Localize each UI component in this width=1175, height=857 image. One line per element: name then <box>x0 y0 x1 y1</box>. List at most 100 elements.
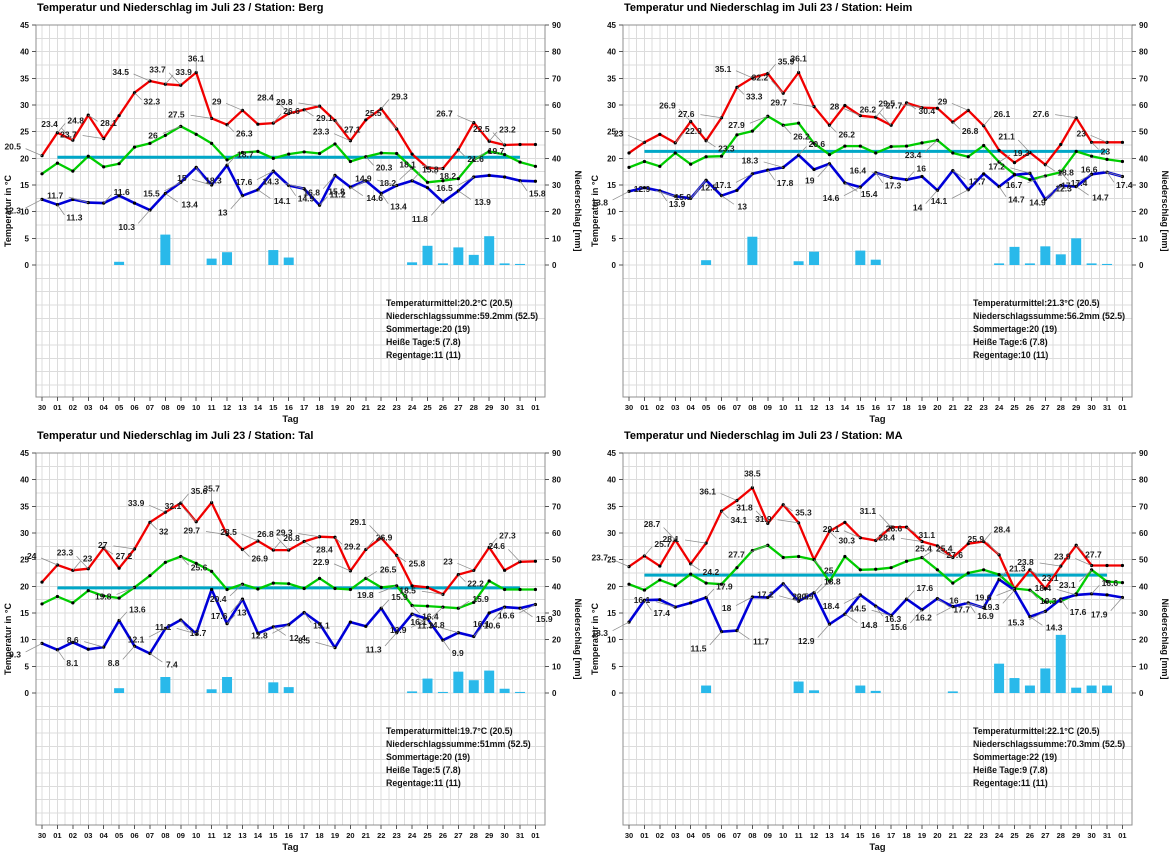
value-label: 26.5 <box>380 564 397 574</box>
value-label: 27.2 <box>116 551 133 561</box>
xtick-day: 30 <box>38 403 46 412</box>
xtick-day: 13 <box>238 831 246 840</box>
value-label: 31.9 <box>755 514 772 524</box>
ytick-left: 30 <box>607 101 616 110</box>
value-label: 13 <box>237 608 247 618</box>
chart-panel-ma: Temperatur und Niederschlag im Juli 23 /… <box>587 428 1175 857</box>
axis-ticks <box>619 452 1136 829</box>
value-label: 29.1 <box>316 113 333 123</box>
ytick-left: 40 <box>20 476 29 485</box>
value-label: 13.9 <box>474 197 491 207</box>
precip-bar <box>1071 687 1082 693</box>
value-label: 23.7 <box>591 553 608 563</box>
chart-title-tal: Temperatur und Niederschlag im Juli 23 /… <box>37 430 314 442</box>
xtick-day: 28 <box>1057 403 1065 412</box>
stats-line: Temperaturmittel:21.3°C (20.5) <box>973 298 1100 308</box>
value-label: 19.3 <box>1040 596 1057 606</box>
ytick-right: 10 <box>1139 234 1148 243</box>
value-label: 18.6 <box>1102 578 1119 588</box>
value-label: 36.1 <box>188 53 205 63</box>
value-label: 26.8 <box>257 529 274 539</box>
ytick-right: 50 <box>552 556 561 565</box>
value-label: 13.4 <box>390 202 407 212</box>
tmean-points <box>627 114 1125 182</box>
xtick-day: 24 <box>995 831 1004 840</box>
ytick-left: 5 <box>25 662 30 671</box>
xtick-day: 02 <box>69 831 77 840</box>
tmax-points <box>40 70 538 171</box>
stats-line: Heiße Tage:6 (7.8) <box>973 337 1048 347</box>
value-label: 14.8 <box>428 620 445 630</box>
value-label: 20.6 <box>809 139 826 149</box>
stats-line: Sommertage:20 (19) <box>386 752 470 762</box>
value-label: 11.3 <box>366 645 382 655</box>
value-label: 18.8 <box>824 577 841 587</box>
value-label: 18.1 <box>399 159 416 169</box>
value-label: 20.4 <box>210 594 227 604</box>
ytick-left: 20 <box>607 582 616 591</box>
value-label: 15.5 <box>143 188 160 198</box>
value-label: 36.1 <box>699 486 716 496</box>
ytick-right: 50 <box>1139 556 1148 565</box>
value-label: 33.9 <box>175 67 192 77</box>
ytick-right: 60 <box>552 101 561 110</box>
value-label: 22.9 <box>313 557 330 567</box>
xtick-day: 20 <box>346 403 354 412</box>
xtick-day: 13 <box>825 831 833 840</box>
ytick-right: 40 <box>552 582 561 591</box>
precip-bar <box>114 688 125 693</box>
y-axis-label-left: Temperatur in °C <box>590 175 600 247</box>
value-label: 23.2 <box>499 124 516 134</box>
xtick-day: 21 <box>949 403 957 412</box>
y-axis-label-left: Temperatur in °C <box>3 603 13 675</box>
xtick-day: 30 <box>625 403 633 412</box>
precip-bars <box>114 234 526 265</box>
xtick-day: 10 <box>192 403 200 412</box>
xtick-day: 18 <box>902 403 910 412</box>
xtick-day: 06 <box>717 831 725 840</box>
y-axis-label-right: Niederschlag [mm] <box>573 170 583 251</box>
value-label: 15.9 <box>472 594 489 604</box>
value-label: 16.6 <box>498 610 515 620</box>
stats-line: Niederschlagssumme:56.2mm (52.5) <box>973 311 1125 321</box>
xtick-day: 28 <box>470 403 478 412</box>
xtick-day: 01 <box>640 403 648 412</box>
value-label: 28.6 <box>886 523 903 533</box>
value-label: 23.8 <box>1017 557 1034 567</box>
value-label: 17.2 <box>988 161 1005 171</box>
value-label: 17.6 <box>917 583 934 593</box>
y-axis-label-right: Niederschlag [mm] <box>1160 598 1170 679</box>
xtick-day: 08 <box>748 403 756 412</box>
gridlines <box>623 452 1132 825</box>
value-label: 26.9 <box>251 554 268 564</box>
stats-block: Temperaturmittel:20.2°C (20.5) Niederschl… <box>386 298 538 360</box>
value-label: 32.2 <box>752 72 769 82</box>
ytick-right: 40 <box>1139 154 1148 163</box>
precip-bar <box>1055 634 1066 693</box>
xtick-day: 16 <box>285 403 293 412</box>
xtick-day: 16 <box>285 831 293 840</box>
value-label: 11.7 <box>47 191 63 201</box>
plot-border <box>35 24 546 398</box>
ytick-right: 0 <box>1139 261 1144 270</box>
value-label: 16.2 <box>915 613 932 623</box>
value-label: 27.5 <box>168 109 185 119</box>
ytick-left: 0 <box>612 689 617 698</box>
value-label: 35.7 <box>203 484 220 494</box>
value-label: 8.1 <box>66 658 78 668</box>
xtick-day: 04 <box>100 403 109 412</box>
chart-panel-heim: Temperatur und Niederschlag im Juli 23 /… <box>587 0 1175 428</box>
precip-bar <box>1102 263 1113 265</box>
ytick-left: 15 <box>20 181 29 190</box>
value-label: 14.5 <box>850 604 867 614</box>
precip-bar <box>809 251 820 265</box>
value-label: 20.9 <box>797 592 814 602</box>
xtick-day: 19 <box>331 831 339 840</box>
stats-line: Temperaturmittel:20.2°C (20.5) <box>386 298 513 308</box>
ytick-left: 35 <box>607 502 616 511</box>
xtick-day: 21 <box>949 831 957 840</box>
precip-bar <box>947 691 958 693</box>
xtick-day: 29 <box>485 403 493 412</box>
value-label: 28.4 <box>257 93 274 103</box>
